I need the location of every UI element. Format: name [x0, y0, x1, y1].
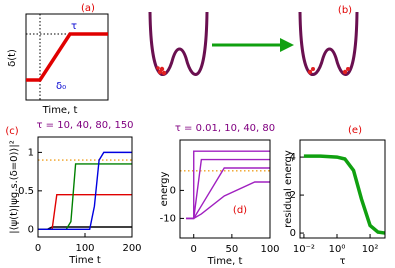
chart-title: τ = 10, 40, 80, 150 [36, 120, 133, 131]
series-line [38, 151, 132, 231]
x-label: Time t [68, 255, 101, 266]
arrow-head [280, 38, 294, 52]
x-label: τ [339, 256, 345, 267]
y-tick-label: 0.5 [18, 186, 34, 197]
y-tick-label: 0 [170, 185, 176, 196]
y-label: δ(t) [7, 49, 18, 67]
panel-label: (a) [81, 3, 95, 14]
x-tick-label: 0 [191, 244, 197, 255]
series-line [38, 163, 132, 231]
series-line [38, 193, 132, 231]
panel-label: (d) [233, 205, 247, 216]
series-line [303, 154, 386, 235]
x-tick-label: 0 [35, 243, 41, 254]
panel-label: (e) [348, 125, 362, 136]
y-tick-label: 4 [290, 152, 296, 163]
panel-label: (c) [5, 126, 18, 137]
y-tick-label: 0 [290, 228, 296, 239]
ramp [26, 32, 108, 82]
panel-label: (b) [338, 5, 352, 16]
x-tick-label: 200 [122, 243, 141, 254]
double-well [298, 11, 359, 77]
panel-b: (b) [148, 5, 359, 77]
x-tick-label: 10⁰ [329, 244, 346, 255]
y-label: residual energy [283, 150, 294, 228]
series-line [38, 226, 132, 231]
x-tick-label: 50 [225, 244, 238, 255]
frame [25, 13, 109, 101]
frame [179, 139, 271, 239]
x-tick-label: 100 [260, 244, 279, 255]
x-label: Time, t [42, 105, 78, 116]
frame [37, 136, 133, 238]
double-well [148, 11, 209, 77]
chart-title: τ = 0.01, 10, 40, 80 [175, 123, 275, 134]
y-label: energy [159, 171, 170, 206]
x-label: Time, t [207, 256, 243, 267]
panel-a: (a) τ δ₀ δ(t) Time, t [7, 3, 109, 116]
y-tick-label: 2 [290, 190, 296, 201]
y-tick-label: 1 [28, 147, 34, 158]
y-tick-label: -10 [160, 213, 176, 224]
x-tick-label: 10⁻² [293, 244, 315, 255]
particles [307, 67, 350, 75]
frame [299, 139, 386, 239]
y-label: |⟨ψ(t)|ψg.s.(δ=0)⟩|² [9, 140, 20, 233]
x-tick-label: 10² [362, 244, 379, 255]
delta0-label: δ₀ [56, 81, 66, 92]
y-tick-label: 0 [28, 224, 34, 235]
tau-label: τ [71, 21, 77, 32]
x-tick-label: 100 [75, 243, 94, 254]
series-line [186, 181, 270, 220]
particles [156, 66, 167, 76]
